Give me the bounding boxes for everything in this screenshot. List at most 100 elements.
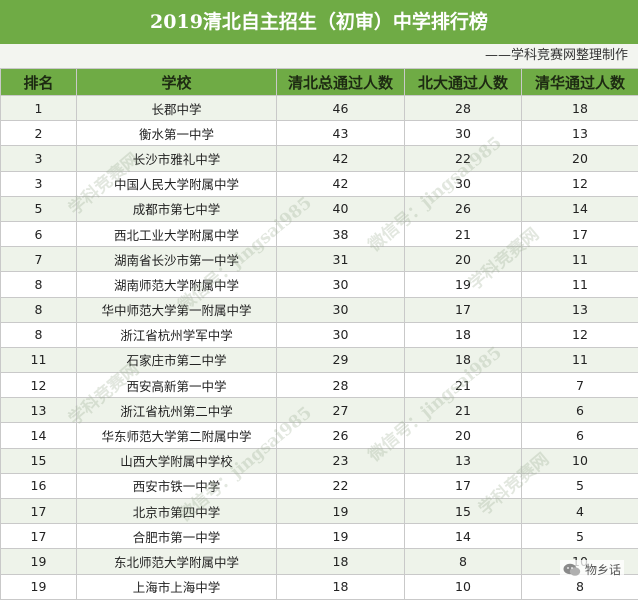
total-cell: 26: [277, 423, 405, 448]
school-cell: 北京市第四中学: [77, 499, 277, 524]
thu-cell: 5: [522, 473, 638, 498]
rank-cell: 17: [1, 524, 77, 549]
pku-cell: 21: [405, 221, 522, 246]
rank-cell: 1: [1, 96, 77, 121]
rank-cell: 16: [1, 473, 77, 498]
pku-cell: 8: [405, 549, 522, 574]
thu-cell: 13: [522, 297, 638, 322]
thu-cell: 11: [522, 247, 638, 272]
rank-cell: 5: [1, 196, 77, 221]
pku-cell: 13: [405, 448, 522, 473]
pku-cell: 22: [405, 146, 522, 171]
rank-cell: 3: [1, 171, 77, 196]
thu-cell: 4: [522, 499, 638, 524]
school-cell: 西安高新第一中学: [77, 373, 277, 398]
total-cell: 30: [277, 322, 405, 347]
column-header-rank: 排名: [1, 69, 77, 96]
thu-cell: 6: [522, 398, 638, 423]
pku-cell: 17: [405, 297, 522, 322]
rank-cell: 8: [1, 322, 77, 347]
total-cell: 30: [277, 297, 405, 322]
rank-cell: 19: [1, 574, 77, 599]
column-header-total: 清北总通过人数: [277, 69, 405, 96]
total-cell: 23: [277, 448, 405, 473]
total-cell: 19: [277, 524, 405, 549]
school-cell: 华中师范大学第一附属中学: [77, 297, 277, 322]
school-cell: 山西大学附属中学校: [77, 448, 277, 473]
total-cell: 18: [277, 574, 405, 599]
thu-cell: 6: [522, 423, 638, 448]
thu-cell: 18: [522, 96, 638, 121]
pku-cell: 21: [405, 398, 522, 423]
rank-cell: 8: [1, 297, 77, 322]
total-cell: 18: [277, 549, 405, 574]
source-credit: ——学科竞赛网整理制作: [0, 44, 638, 68]
total-cell: 38: [277, 221, 405, 246]
total-cell: 22: [277, 473, 405, 498]
rank-cell: 15: [1, 448, 77, 473]
column-header-pku: 北大通过人数: [405, 69, 522, 96]
school-cell: 衡水第一中学: [77, 121, 277, 146]
total-cell: 19: [277, 499, 405, 524]
thu-cell: 10: [522, 448, 638, 473]
rank-cell: 11: [1, 347, 77, 372]
rank-cell: 12: [1, 373, 77, 398]
rank-cell: 8: [1, 272, 77, 297]
school-cell: 浙江省杭州学军中学: [77, 322, 277, 347]
total-cell: 29: [277, 347, 405, 372]
pku-cell: 20: [405, 423, 522, 448]
rank-cell: 17: [1, 499, 77, 524]
thu-cell: 17: [522, 221, 638, 246]
rank-cell: 14: [1, 423, 77, 448]
column-header-thu: 清华通过人数: [522, 69, 638, 96]
rank-cell: 7: [1, 247, 77, 272]
school-cell: 湖南省长沙市第一中学: [77, 247, 277, 272]
school-cell: 浙江省杭州第二中学: [77, 398, 277, 423]
thu-cell: 11: [522, 347, 638, 372]
column-header-school: 学校: [77, 69, 277, 96]
school-cell: 长沙市雅礼中学: [77, 146, 277, 171]
thu-cell: 12: [522, 171, 638, 196]
pku-cell: 17: [405, 473, 522, 498]
total-cell: 42: [277, 171, 405, 196]
rank-cell: 3: [1, 146, 77, 171]
thu-cell: 20: [522, 146, 638, 171]
school-cell: 东北师范大学附属中学: [77, 549, 277, 574]
thu-cell: 13: [522, 121, 638, 146]
wechat-icon: [563, 563, 581, 577]
school-cell: 湖南师范大学附属中学: [77, 272, 277, 297]
school-cell: 西安市铁一中学: [77, 473, 277, 498]
total-cell: 27: [277, 398, 405, 423]
rank-cell: 6: [1, 221, 77, 246]
thu-cell: 12: [522, 322, 638, 347]
wechat-account-label: 物乡话: [585, 561, 621, 578]
pku-cell: 18: [405, 347, 522, 372]
total-cell: 42: [277, 146, 405, 171]
table-row: 19东北师范大学附属中学18810: [1, 549, 638, 574]
school-cell: 石家庄市第二中学: [77, 347, 277, 372]
pku-cell: 20: [405, 247, 522, 272]
total-cell: 46: [277, 96, 405, 121]
thu-cell: 7: [522, 373, 638, 398]
pku-cell: 28: [405, 96, 522, 121]
pku-cell: 14: [405, 524, 522, 549]
total-cell: 28: [277, 373, 405, 398]
